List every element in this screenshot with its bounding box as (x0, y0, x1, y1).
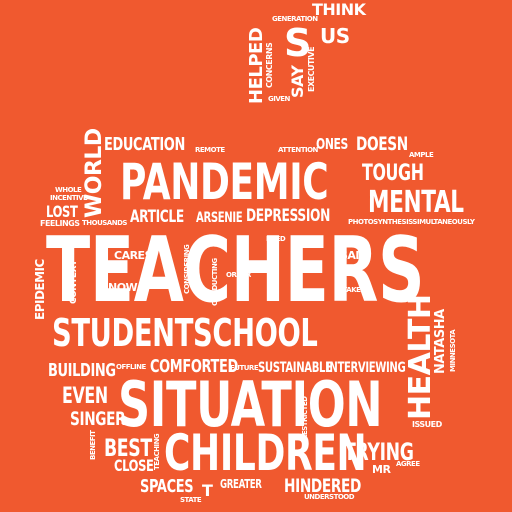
word-photosynthesis: PHOTOSYNTHESISSIMULTANEOUSLY (348, 218, 475, 226)
word-natasha: NATASHA (433, 309, 448, 374)
word-benefit: BENEFIT (89, 430, 97, 460)
word-agree: AGREE (396, 460, 420, 468)
word-s: S (284, 21, 311, 65)
word-understood: UNDERSTOOD (304, 493, 355, 501)
word-trying: TRYING (344, 438, 414, 466)
word-stake: STAKE (338, 286, 361, 294)
word-order: ORDER (226, 271, 251, 279)
word-mental: MENTAL (368, 185, 464, 220)
word-lost: LOST (46, 202, 78, 221)
word-future: FUTURE (230, 364, 259, 372)
word-thousands: THOUSANDS (82, 219, 127, 227)
word-considering: CONSIDERING (183, 244, 191, 294)
word-children: CHILDREN (164, 424, 367, 482)
word-situation: SITUATION (118, 368, 383, 441)
word-ones: ONES (316, 135, 348, 153)
word-generation: GENERATION (272, 15, 318, 23)
word-helped: HELPED (246, 27, 267, 104)
word-us: US (320, 24, 350, 48)
word-epidemic: EPIDEMIC (33, 259, 47, 320)
word-need: NEED (266, 235, 286, 243)
word-tough: TOUGH (362, 161, 424, 186)
word-world: WORLD (82, 128, 107, 218)
word-incentive: INCENTIVE (50, 194, 88, 202)
word-sustainable: SUSTAINABLE (258, 360, 332, 376)
word-close: CLOSE (114, 456, 154, 475)
word-mr: MR (372, 463, 391, 476)
word-t: T (202, 481, 213, 500)
word-teachers: TEACHERS (46, 218, 425, 323)
word-offline: OFFLINE (116, 363, 146, 371)
word-ample: AMPLE (409, 151, 434, 159)
word-whole: WHOLE (55, 186, 82, 194)
word-cares: CARES (114, 249, 153, 262)
word-interviewing: INTERVIEWING (326, 360, 406, 376)
word-state: STATE (180, 496, 202, 504)
word-comforted: COMFORTED (150, 356, 238, 377)
word-health: HEALTH (403, 294, 438, 420)
word-conducting: CONDUCTING (211, 258, 219, 306)
word-hindered: HINDERED (284, 475, 362, 497)
word-issued: ISSUED (412, 420, 442, 429)
word-studentschool: STUDENTSCHOOL (52, 311, 318, 355)
word-singer: SINGER (70, 408, 126, 430)
word-education: EDUCATION (104, 134, 185, 155)
word-teaching: TEACHING (153, 433, 161, 470)
word-remote: REMOTE (195, 146, 225, 154)
word-now: NOW (108, 281, 138, 294)
word-pandemic: PANDEMIC (120, 153, 329, 211)
word-executive: EXECUTIVE (307, 46, 316, 92)
word-spaces: SPACES (140, 476, 194, 497)
word-best: BEST (104, 434, 152, 462)
word-given: GIVEN (268, 95, 290, 103)
word-say: SAY (288, 65, 307, 98)
word-building: BUILDING (48, 360, 116, 381)
word-said: SAID (340, 249, 368, 262)
word-doesn: DOESN (356, 133, 408, 155)
word-minnesota: MINNESOTA (449, 329, 457, 372)
word-context: CONTEXT (69, 260, 79, 304)
word-feelings: FEELINGS (40, 219, 80, 228)
word-even: EVEN (62, 384, 108, 409)
word-greater: GREATER (220, 477, 262, 491)
word-arsenie: ARSENIE (196, 210, 243, 226)
word-concerns: CONCERNS (265, 42, 274, 88)
word-think: THINK (312, 0, 366, 19)
word-attention: ATTENTION (278, 146, 318, 154)
word-depression: DEPRESSION (246, 206, 330, 226)
word-article: ARTICLE (130, 207, 184, 227)
